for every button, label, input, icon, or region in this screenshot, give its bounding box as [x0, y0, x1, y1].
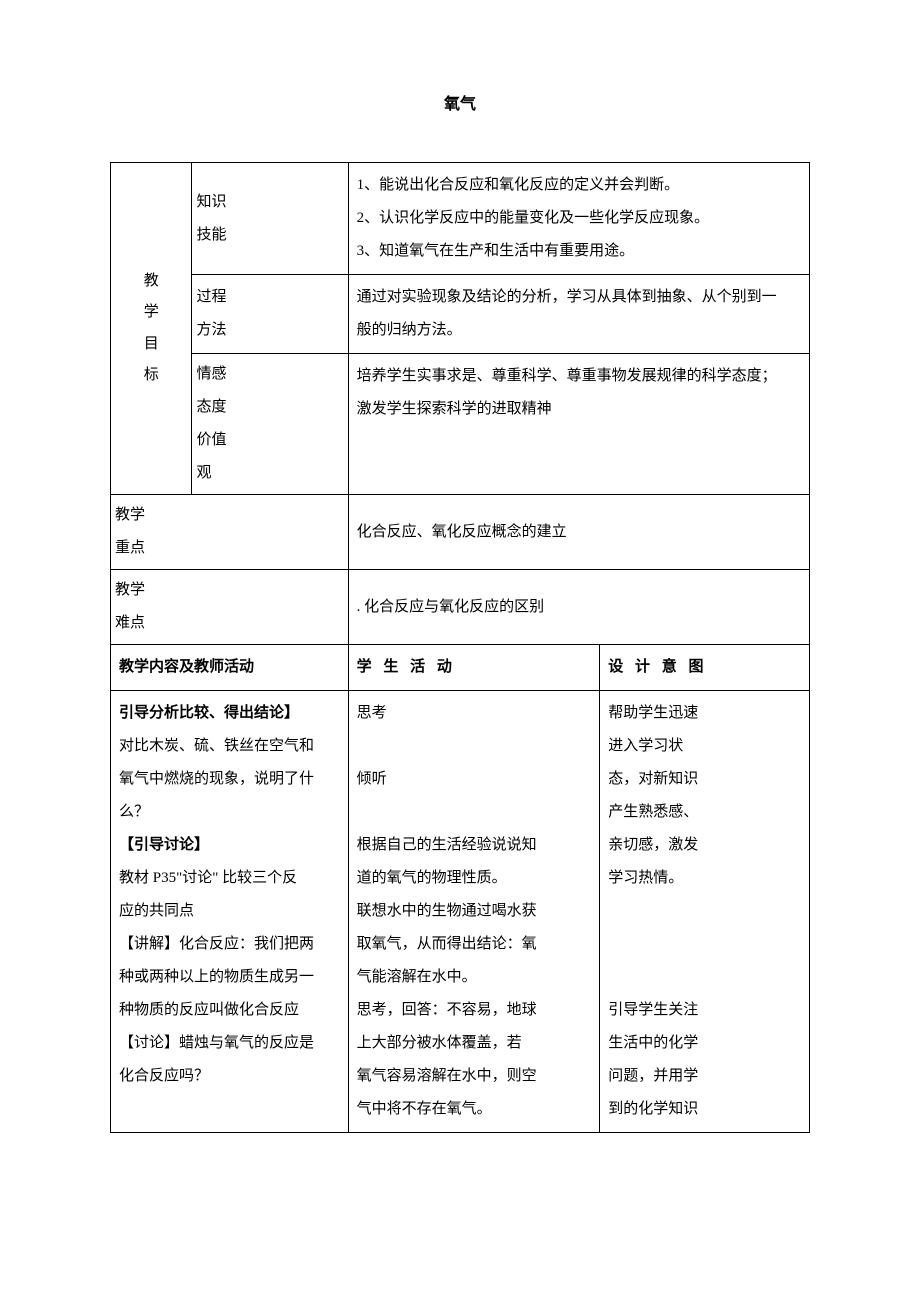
- goals-char-2: 学: [113, 297, 189, 329]
- knowledge-item-1: 1、能说出化合反应和氧化反应的定义并会判断。: [357, 169, 801, 202]
- attitude-text-2: 激发学生探索科学的进取精神: [357, 393, 801, 426]
- goals-label-cell: 教 学 目 标: [111, 163, 192, 495]
- left-l3: 氧气中燃烧的现象，说明了什: [119, 763, 340, 796]
- student-activity-content: 思考 倾听 根据自己的生活经验说说知 道的氧气的物理性质。 联想水中的生物通过喝…: [348, 691, 600, 1133]
- teacher-activity-content: 引导分析比较、得出结论】 对比木炭、硫、铁丝在空气和 氧气中燃烧的现象，说明了什…: [111, 691, 349, 1133]
- left-l6: 教材 P35"讨论" 比较三个反: [119, 862, 340, 895]
- right-l12: 问题，并用学: [608, 1060, 801, 1093]
- right-l8: [608, 928, 801, 961]
- right-l6: 学习热情。: [608, 862, 801, 895]
- right-l5: 亲切感，激发: [608, 829, 801, 862]
- process-text-2: 般的归纳方法。: [357, 314, 801, 347]
- mid-l3: 倾听: [357, 763, 592, 796]
- attitude-content: 培养学生实事求是、尊重科学、尊重事物发展规律的科学态度； 激发学生探索科学的进取…: [348, 354, 809, 495]
- attitude-label-4: 观: [196, 458, 211, 490]
- mid-l9: 气能溶解在水中。: [357, 961, 592, 994]
- mid-l2: [357, 730, 592, 763]
- mid-l5: 根据自己的生活经验说说知: [357, 829, 592, 862]
- header-teacher-activity: 教学内容及教师活动: [111, 645, 349, 691]
- lesson-plan-table: 教 学 目 标 知识 技能 1、能说出化合反应和氧化反应的定义并会判断。 2、认…: [110, 162, 810, 1133]
- process-text-1: 通过对实验现象及结论的分析，学习从具体到抽象、从个别到一: [357, 281, 801, 314]
- mid-l7: 联想水中的生物通过喝水获: [357, 895, 592, 928]
- attitude-label-3: 价值: [196, 425, 226, 457]
- knowledge-item-3: 3、知道氧气在生产和生活中有重要用途。: [357, 235, 801, 268]
- process-label-cell: 过程 方法: [192, 275, 348, 354]
- attitude-text-1: 培养学生实事求是、尊重科学、尊重事物发展规律的科学态度；: [357, 360, 801, 393]
- difficulty-label-2: 难点: [115, 608, 145, 640]
- goals-char-3: 目: [113, 329, 189, 361]
- keypoint-content: 化合反应、氧化反应概念的建立: [348, 495, 809, 570]
- left-l5: 【引导讨论】: [119, 837, 209, 853]
- knowledge-label-2: 技能: [196, 220, 226, 252]
- left-l11: 种物质的反应叫做化合反应: [119, 994, 340, 1027]
- left-l4: 么？: [119, 796, 340, 829]
- left-l12: 【讨论】蜡烛与氧气的反应是: [119, 1027, 340, 1060]
- goals-char-1: 教: [113, 266, 189, 298]
- process-content: 通过对实验现象及结论的分析，学习从具体到抽象、从个别到一 般的归纳方法。: [348, 275, 809, 354]
- mid-l13: 气中将不存在氧气。: [357, 1093, 592, 1126]
- right-l4: 产生熟悉感、: [608, 796, 801, 829]
- page-title: 氧气: [110, 90, 810, 114]
- left-l1: 引导分析比较、得出结论】: [119, 705, 299, 721]
- knowledge-label-cell: 知识 技能: [192, 163, 348, 275]
- mid-l6: 道的氧气的物理性质。: [357, 862, 592, 895]
- mid-l12: 氧气容易溶解在水中，则空: [357, 1060, 592, 1093]
- mid-l4: [357, 796, 592, 829]
- mid-l1: 思考: [357, 697, 592, 730]
- right-l2: 进入学习状: [608, 730, 801, 763]
- keypoint-label-1: 教学: [115, 500, 145, 532]
- attitude-label-2: 态度: [196, 392, 226, 424]
- right-l7: [608, 895, 801, 928]
- difficulty-label-cell: 教学 难点: [111, 570, 349, 645]
- header-design-intent: 设 计 意 图: [600, 645, 810, 691]
- left-l2: 对比木炭、硫、铁丝在空气和: [119, 730, 340, 763]
- right-l9: [608, 961, 801, 994]
- left-l13: 化合反应吗？: [119, 1060, 340, 1093]
- right-l13: 到的化学知识: [608, 1093, 801, 1126]
- process-label-1: 过程: [196, 282, 226, 314]
- left-l9: 【讲解】化合反应：我们把两: [119, 928, 340, 961]
- attitude-label-cell: 情感 态度 价值 观: [192, 354, 348, 495]
- mid-l8: 取氧气，从而得出结论：氧: [357, 928, 592, 961]
- process-label-2: 方法: [196, 315, 226, 347]
- right-l10: 引导学生关注: [608, 994, 801, 1027]
- knowledge-content: 1、能说出化合反应和氧化反应的定义并会判断。 2、认识化学反应中的能量变化及一些…: [348, 163, 809, 275]
- goals-char-4: 标: [113, 360, 189, 392]
- keypoint-label-cell: 教学 重点: [111, 495, 349, 570]
- left-l10: 种或两种以上的物质生成另一: [119, 961, 340, 994]
- mid-l11: 上大部分被水体覆盖，若: [357, 1027, 592, 1060]
- header-student-activity: 学 生 活 动: [348, 645, 600, 691]
- knowledge-label-1: 知识: [196, 187, 226, 219]
- attitude-label-1: 情感: [196, 359, 226, 391]
- difficulty-content: . 化合反应与氧化反应的区别: [348, 570, 809, 645]
- design-intent-content: 帮助学生迅速 进入学习状 态，对新知识 产生熟悉感、 亲切感，激发 学习热情。 …: [600, 691, 810, 1133]
- right-l1: 帮助学生迅速: [608, 697, 801, 730]
- knowledge-item-2: 2、认识化学反应中的能量变化及一些化学反应现象。: [357, 202, 801, 235]
- difficulty-label-1: 教学: [115, 575, 145, 607]
- right-l3: 态，对新知识: [608, 763, 801, 796]
- keypoint-label-2: 重点: [115, 533, 145, 565]
- left-l7: 应的共同点: [119, 895, 340, 928]
- right-l11: 生活中的化学: [608, 1027, 801, 1060]
- mid-l10: 思考，回答：不容易，地球: [357, 994, 592, 1027]
